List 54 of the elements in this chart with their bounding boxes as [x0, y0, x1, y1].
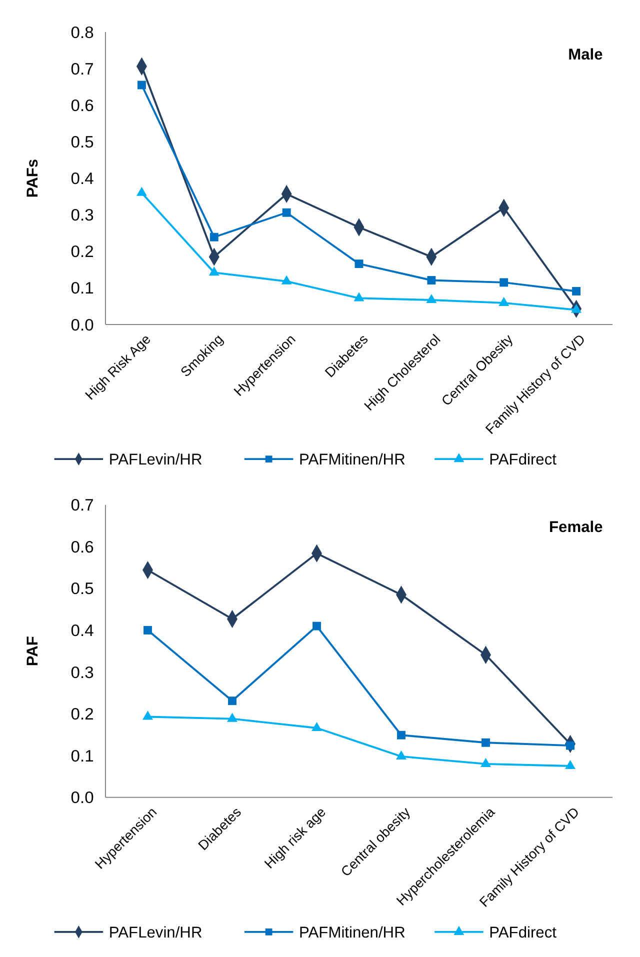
point [312, 722, 322, 732]
text: Female [549, 519, 604, 536]
point [144, 626, 152, 634]
legend-label: PAFLevin/HR [108, 924, 202, 942]
y-tick-label: 0.2 [70, 242, 94, 262]
legend-label: PAFdirect [489, 924, 558, 942]
y-tick-label: 0.6 [70, 96, 94, 115]
legend-label: PAFLevin/HR [108, 452, 202, 469]
x-tick-label: High Risk Age [82, 332, 154, 403]
point [228, 696, 236, 706]
point [426, 294, 437, 304]
point [480, 758, 491, 767]
point [354, 260, 364, 268]
point [500, 278, 508, 287]
point [572, 287, 581, 296]
y-tick-label: 0.4 [70, 621, 94, 640]
y-tick-label: 0.2 [70, 704, 94, 724]
y-tick-label: 0.3 [70, 662, 94, 682]
point [281, 275, 292, 284]
point [142, 710, 153, 720]
point [397, 730, 406, 740]
y-tick-label: 0.4 [70, 169, 94, 188]
point [208, 266, 220, 276]
point [482, 738, 490, 747]
y-tick-label: 0.7 [70, 59, 94, 78]
y-tick-label: 0.0 [70, 788, 94, 808]
legend-label: PAFMitinen/HR [299, 924, 406, 942]
point [354, 292, 364, 302]
legend-label: PAFdirect [489, 452, 558, 469]
y-tick-label: 0.5 [70, 579, 94, 598]
point [227, 712, 238, 722]
point [137, 80, 146, 90]
y-tick-label: 0.1 [70, 278, 94, 298]
x-tick-label: High risk age [262, 804, 329, 872]
point [282, 208, 291, 217]
y-tick-label: 0.3 [70, 206, 94, 225]
text: Male [568, 46, 604, 64]
point [396, 750, 406, 760]
y-tick-label: 0.5 [70, 132, 94, 152]
point [210, 232, 218, 242]
y-axis-title: PAF [24, 636, 42, 666]
legend-label: PAFMitinen/HR [299, 452, 406, 469]
point [136, 186, 147, 196]
y-tick-label: 0.6 [70, 537, 94, 556]
point [312, 622, 321, 630]
point [427, 276, 436, 284]
y-tick-label: 0.7 [70, 496, 94, 515]
y-axis-title: PAFs [24, 158, 42, 198]
y-tick-label: 0.0 [70, 315, 94, 334]
point [571, 304, 582, 313]
point [565, 760, 576, 770]
y-tick-label: 0.1 [70, 746, 94, 766]
point [498, 296, 510, 306]
y-tick-label: 0.8 [70, 22, 94, 42]
